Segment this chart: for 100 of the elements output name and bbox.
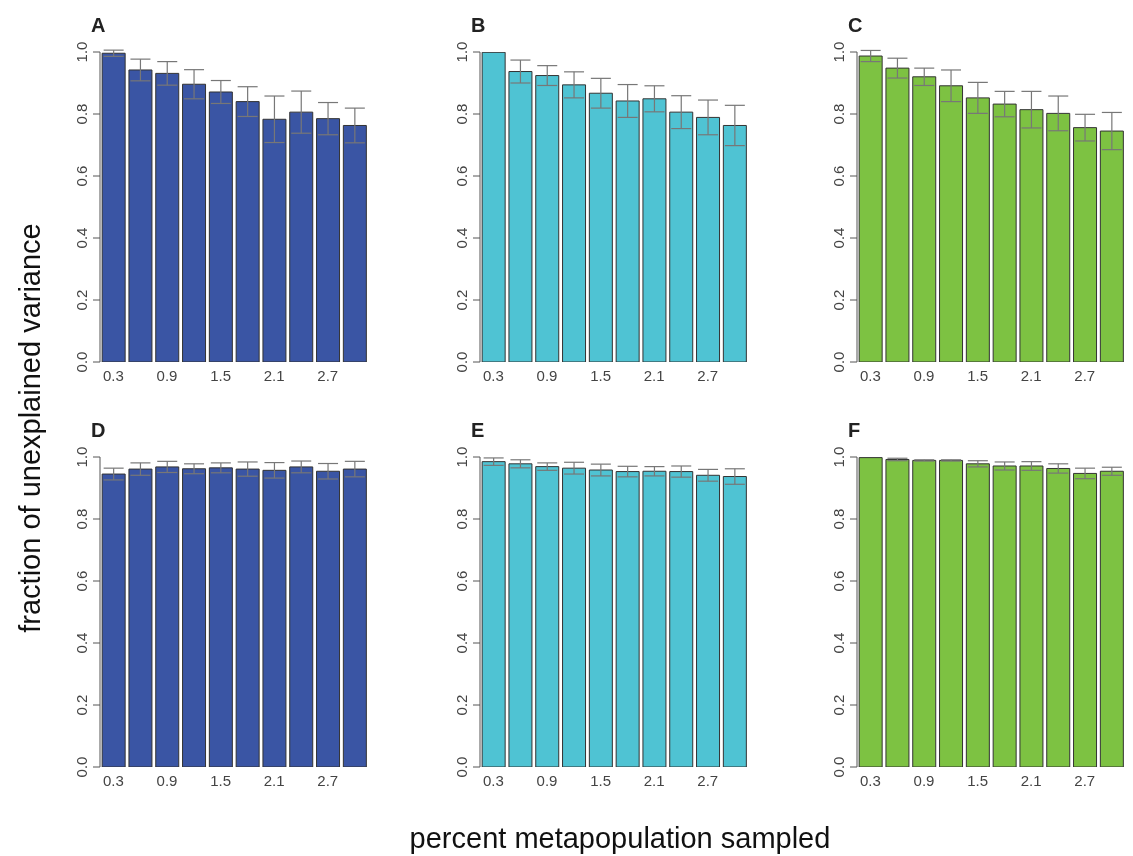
y-tick-label: 0.2 (830, 694, 847, 716)
y-tick-label: 0.0 (830, 756, 847, 778)
bar (128, 69, 153, 362)
bar (1073, 127, 1098, 362)
bar (588, 92, 613, 362)
x-tick-label: 0.3 (482, 771, 504, 789)
y-tick-label: 1.0 (830, 446, 847, 468)
x-tick-label: 2.7 (317, 366, 339, 384)
x-tick-label: 0.9 (156, 771, 178, 789)
bar (588, 469, 613, 767)
bar (722, 476, 747, 767)
y-tick-label: 0.6 (73, 165, 90, 187)
x-tick-label: 2.1 (263, 771, 285, 789)
y-tick-label: 0.6 (73, 570, 90, 592)
bar (342, 124, 367, 362)
y-tick-label: 0.6 (453, 165, 470, 187)
y-tick-label: 0.6 (830, 165, 847, 187)
x-tick-label: 2.1 (1020, 771, 1042, 789)
bar (939, 85, 964, 362)
y-tick-label: 0.2 (830, 289, 847, 311)
y-tick-label: 0.8 (453, 508, 470, 530)
y-tick-label: 0.4 (73, 227, 90, 249)
y-tick-label: 1.0 (73, 446, 90, 468)
x-tick-label: 0.9 (913, 771, 935, 789)
bar (669, 111, 694, 362)
y-tick-label: 1.0 (453, 446, 470, 468)
bar (615, 100, 640, 362)
y-tick-label: 0.0 (73, 351, 90, 373)
y-tick-label: 0.4 (453, 632, 470, 654)
y-tick-label: 0.8 (73, 508, 90, 530)
x-tick-label: 1.5 (590, 366, 612, 384)
y-tick-label: 0.8 (453, 103, 470, 125)
bar (722, 124, 747, 362)
y-tick-label: 0.6 (453, 570, 470, 592)
bar (1046, 112, 1071, 362)
x-tick-label: 2.7 (697, 366, 719, 384)
bar (1019, 109, 1044, 362)
bar (316, 118, 341, 362)
bar (1099, 130, 1124, 362)
x-tick-label: 0.9 (536, 771, 558, 789)
chart-title: F (848, 419, 861, 442)
x-tick-label: 1.5 (967, 366, 989, 384)
y-tick-label: 0.0 (830, 351, 847, 373)
y-tick-label: 0.6 (830, 570, 847, 592)
x-tick-label: 0.9 (536, 366, 558, 384)
y-tick-label: 0.8 (830, 508, 847, 530)
bar (562, 84, 587, 362)
bar (235, 101, 260, 362)
bar (535, 466, 560, 767)
bar (696, 474, 721, 767)
chart-title: E (471, 419, 485, 442)
bar (669, 471, 694, 767)
x-tick-label: 2.1 (263, 366, 285, 384)
x-tick-label: 1.5 (590, 771, 612, 789)
y-tick-label: 1.0 (453, 41, 470, 63)
x-tick-label: 0.9 (913, 366, 935, 384)
x-tick-label: 2.7 (1074, 771, 1096, 789)
chart-title: D (91, 419, 106, 442)
x-axis-title: percent metapopulation sampled (409, 821, 831, 855)
bar (642, 98, 667, 362)
x-tick-label: 0.9 (156, 366, 178, 384)
bar (965, 97, 990, 362)
bar (155, 72, 180, 362)
y-tick-label: 0.2 (453, 289, 470, 311)
y-tick-label: 0.4 (830, 227, 847, 249)
y-tick-label: 0.4 (453, 227, 470, 249)
y-tick-label: 1.0 (830, 41, 847, 63)
bar (696, 116, 721, 362)
y-tick-label: 0.2 (73, 289, 90, 311)
bar (208, 91, 233, 362)
bar (992, 103, 1017, 362)
x-tick-label: 0.3 (859, 366, 881, 384)
y-tick-label: 0.4 (73, 632, 90, 654)
x-tick-label: 1.5 (210, 366, 232, 384)
bar (642, 470, 667, 767)
y-tick-label: 0.4 (830, 632, 847, 654)
y-tick-label: 0.0 (73, 756, 90, 778)
y-axis-title: fraction of unexplained variance (13, 223, 47, 633)
y-tick-label: 0.0 (453, 351, 470, 373)
x-tick-label: 0.3 (102, 771, 124, 789)
bar (615, 471, 640, 767)
bar (508, 463, 533, 767)
y-tick-label: 0.8 (830, 103, 847, 125)
bar (562, 467, 587, 767)
x-tick-label: 1.5 (967, 771, 989, 789)
bar (262, 118, 287, 362)
chart-title: A (91, 14, 106, 37)
x-tick-label: 2.7 (317, 771, 339, 789)
bar (508, 71, 533, 362)
bar (182, 83, 207, 362)
bar (289, 111, 314, 362)
x-tick-label: 0.3 (102, 366, 124, 384)
y-tick-label: 0.2 (453, 694, 470, 716)
chart-title: C (848, 14, 863, 37)
bar (535, 75, 560, 362)
y-tick-label: 0.2 (73, 694, 90, 716)
x-tick-label: 2.7 (1074, 366, 1096, 384)
x-tick-label: 2.1 (643, 366, 665, 384)
bar (885, 67, 910, 362)
x-tick-label: 0.3 (482, 366, 504, 384)
